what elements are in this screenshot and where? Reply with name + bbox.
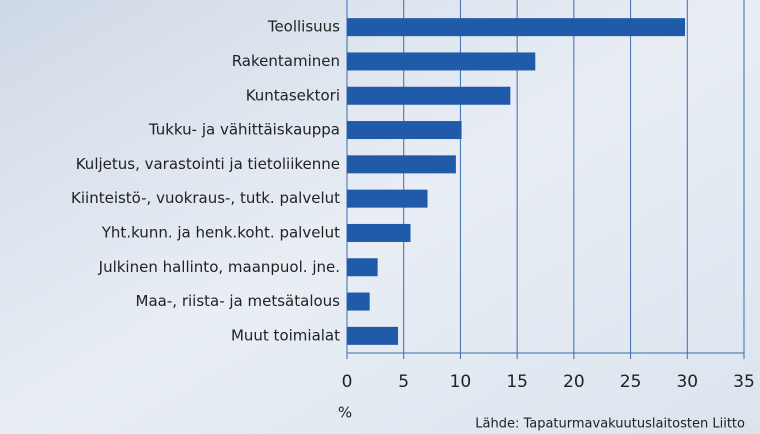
bar: [347, 121, 462, 140]
y-tick-label: Maa-, riista- ja metsätalous: [136, 292, 341, 310]
x-tick-label: 10: [450, 372, 472, 392]
x-tick-label: 30: [676, 372, 698, 392]
y-tick-label: Yht.kunn. ja henk.koht. palvelut: [101, 223, 340, 241]
y-tick-label: Teollisuus: [267, 18, 340, 36]
bar: [347, 155, 456, 174]
x-axis-label: %: [338, 404, 352, 422]
y-tick-label: Kuntasektori: [246, 86, 340, 104]
y-tick-label: Muut toimialat: [231, 326, 340, 344]
bar: [347, 258, 378, 277]
bar: [347, 189, 428, 208]
x-tick-label: 15: [506, 372, 528, 392]
source: Lähde: Tapaturmavakuutuslaitosten Liitto: [475, 417, 745, 432]
y-tick-label: Julkinen hallinto, maanpuol. jne.: [98, 258, 340, 276]
bar: [347, 18, 686, 37]
bar: [347, 52, 536, 71]
y-tick-label: Kiinteistö-, vuokraus-, tutk. palvelut: [71, 189, 340, 207]
y-tick-label: Tukku- ja vähittäiskauppa: [148, 121, 340, 139]
bar: [347, 292, 370, 311]
x-tick-label: 5: [398, 372, 409, 392]
y-tick-label: Rakentaminen: [232, 52, 340, 70]
x-tick-label: 0: [342, 372, 353, 392]
bar: [347, 223, 411, 242]
bar: [347, 86, 511, 105]
x-tick-label: 25: [620, 372, 642, 392]
bar: [347, 326, 399, 345]
x-tick-label: 20: [563, 372, 585, 392]
x-tick-label: 35: [733, 372, 755, 392]
y-tick-label: Kuljetus, varastointi ja tietoliikenne: [76, 155, 340, 173]
